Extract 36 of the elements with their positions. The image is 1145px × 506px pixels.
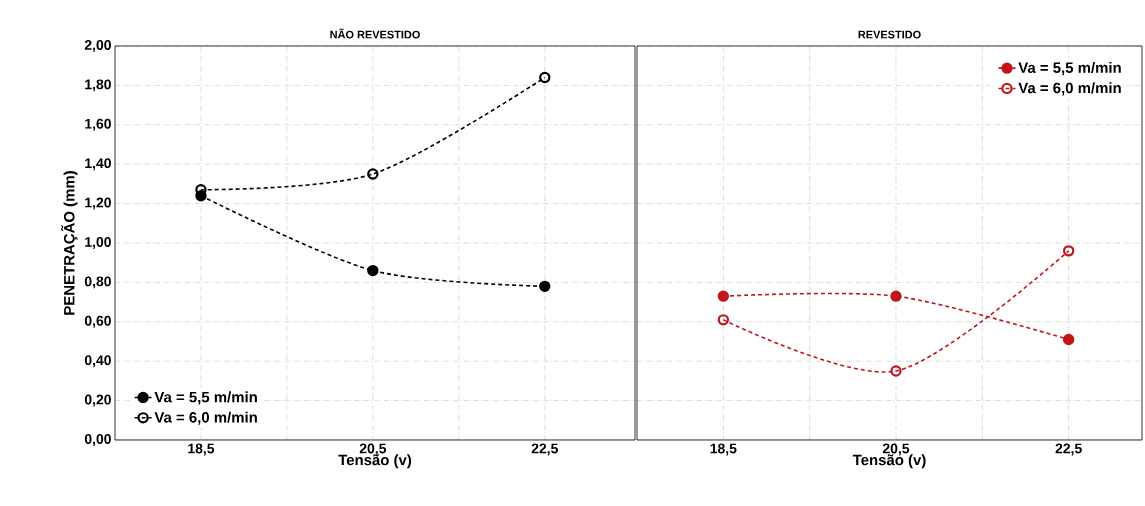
y-tick-label: 1,00 — [85, 237, 111, 249]
point — [539, 280, 551, 293]
chart-title: NÃO REVESTIDO — [330, 28, 420, 39]
x-axis-title: Tensão (v) — [338, 454, 412, 469]
legend-label: Va = 5,5 m/min — [154, 391, 257, 405]
x-tick-label: 20,5 — [882, 443, 910, 456]
y-tick-label: 0,80 — [84, 276, 111, 289]
chart-title: REVESTIDO — [858, 30, 921, 39]
x-tick-label: 18,5 — [710, 443, 737, 456]
y-tick-label: 2,00 — [84, 40, 111, 52]
y-tick-label: 0,20 — [84, 394, 111, 407]
y-tick-label: 0,60 — [84, 315, 111, 328]
y-tick-label: 1,20 — [85, 197, 111, 210]
y-tick-label: 0,00 — [84, 434, 111, 446]
point — [367, 264, 379, 277]
point — [890, 365, 902, 377]
point — [717, 290, 730, 302]
y-tick-label: 1,40 — [85, 158, 111, 171]
y-axis-title: PENETRAÇÃO (mm) — [61, 171, 78, 315]
x-tick-label: 20,5 — [359, 443, 387, 456]
y-tick-label: 1,80 — [85, 79, 111, 92]
point — [539, 71, 551, 84]
point — [890, 290, 902, 302]
y-tick-label: 0,40 — [84, 355, 111, 368]
point — [1062, 333, 1075, 346]
legend-label: Va = 6,0 m/min — [154, 411, 257, 425]
x-tick-label: 18,5 — [188, 443, 215, 456]
point — [1062, 245, 1075, 257]
x-tick-label: 22,5 — [531, 443, 558, 456]
legend-label: Va = 5,5 m/min — [1018, 61, 1121, 76]
x-tick-label: 22,5 — [1055, 443, 1082, 456]
x-axis-title: Tensão (v) — [852, 454, 926, 469]
y-tick-label: 1,60 — [85, 118, 111, 131]
point — [717, 314, 730, 326]
legend-label: Va = 6,0 m/min — [1018, 82, 1121, 96]
point — [367, 168, 379, 180]
